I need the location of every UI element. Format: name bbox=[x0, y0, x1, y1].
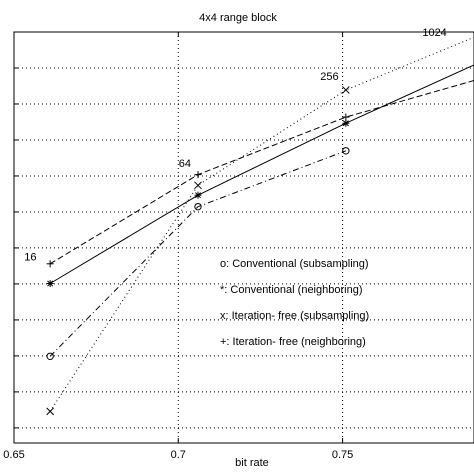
x-tick-label: 0.65 bbox=[3, 449, 24, 461]
annotation-label: 1024 bbox=[422, 27, 446, 39]
series-3-point bbox=[342, 86, 350, 94]
series-line-4 bbox=[49, 80, 474, 265]
legend-entry-1: o: Conventional (subsampling) bbox=[220, 258, 369, 270]
series-3-point bbox=[194, 181, 202, 190]
series-2-point bbox=[342, 119, 350, 127]
plot-area-frame bbox=[13, 31, 474, 444]
series-line-2 bbox=[49, 64, 474, 284]
legend-entry-4: +: Iteration- free (neighboring) bbox=[220, 336, 366, 348]
series-4-point bbox=[46, 260, 54, 268]
annotations: 16 64 256 1024 bbox=[24, 27, 447, 263]
series-1-point bbox=[46, 352, 54, 360]
legend-entry-2: *: Conventional (neighboring) bbox=[220, 284, 362, 296]
chart-title: 4x4 range block bbox=[199, 12, 277, 24]
series-1-point bbox=[342, 147, 350, 155]
series-2-point bbox=[46, 280, 54, 288]
annotation-label: 256 bbox=[320, 71, 338, 83]
series-line-1 bbox=[49, 150, 347, 357]
series-1-point bbox=[194, 202, 202, 211]
legend-entry-3: x: Iteration- free (subsampling) bbox=[220, 310, 369, 322]
x-tick-label: 0.7 bbox=[171, 449, 186, 461]
legend: o: Conventional (subsampling) *: Conventi… bbox=[220, 258, 369, 348]
annotation-label: 16 bbox=[24, 251, 36, 263]
x-axis-label: bit rate bbox=[235, 457, 269, 469]
annotation-label: 64 bbox=[179, 158, 191, 170]
series-3-point bbox=[46, 407, 54, 416]
series-group bbox=[46, 36, 474, 416]
series-4-point bbox=[194, 171, 202, 179]
series-2-point bbox=[194, 191, 202, 199]
series-4-point bbox=[342, 113, 350, 121]
grid bbox=[14, 32, 474, 443]
axis-ticks: 0.65 0.7 0.75 bbox=[3, 32, 353, 461]
x-tick-label: 0.75 bbox=[332, 449, 353, 461]
